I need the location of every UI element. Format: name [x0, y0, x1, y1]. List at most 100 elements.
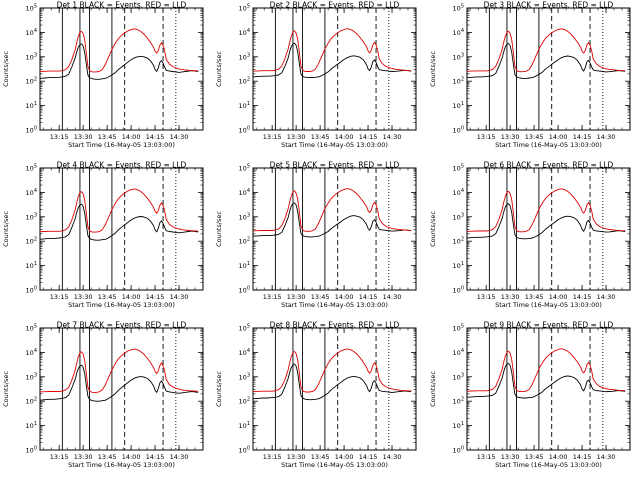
y-tick-label: 105: [239, 164, 250, 173]
x-tick-label: 13:45: [98, 293, 117, 301]
y-axis-label: Counts/sec: [2, 371, 10, 407]
x-tick-label: 13:15: [50, 293, 69, 301]
x-tick-label: 14:15: [359, 453, 378, 461]
x-tick-label: 14:00: [549, 453, 568, 461]
x-tick-label: 13:15: [50, 453, 69, 461]
y-axis-label: Counts/sec: [2, 211, 10, 247]
chart-title: Det 1 BLACK = Events, RED = LLD: [57, 1, 187, 10]
x-tick-label: 14:00: [122, 453, 141, 461]
x-tick-label: 14:00: [122, 133, 141, 141]
x-tick-label: 14:30: [383, 293, 402, 301]
y-tick-label: 102: [453, 237, 464, 246]
x-tick-label: 13:45: [525, 133, 544, 141]
x-axis-label: Start Time (16-May-05 13:03:00): [68, 141, 175, 149]
x-tick-label: 14:00: [335, 453, 354, 461]
events-series-line: [252, 363, 412, 401]
lld-series-line: [252, 28, 412, 72]
y-tick-label: 101: [239, 421, 250, 430]
y-axis-label: Counts/sec: [215, 211, 223, 247]
x-tick-label: 14:15: [359, 133, 378, 141]
y-tick-label: 101: [453, 101, 464, 110]
y-axis-label: Counts/sec: [429, 371, 437, 407]
y-tick-label: 100: [453, 126, 464, 135]
y-tick-label: 102: [453, 77, 464, 86]
x-tick-label: 14:30: [170, 133, 189, 141]
y-tick-label: 105: [26, 4, 37, 13]
x-tick-label: 13:30: [74, 133, 93, 141]
y-tick-label: 104: [453, 188, 464, 197]
y-tick-label: 100: [453, 286, 464, 295]
y-tick-label: 103: [26, 372, 37, 381]
y-tick-label: 103: [453, 372, 464, 381]
y-tick-label: 105: [239, 4, 250, 13]
x-tick-label: 14:15: [573, 453, 592, 461]
x-axis-label: Start Time (16-May-05 13:03:00): [495, 461, 602, 469]
plot-frame: [39, 327, 204, 451]
x-tick-label: 14:30: [597, 453, 616, 461]
plot-frame: [466, 7, 631, 131]
y-axis-label: Counts/sec: [429, 51, 437, 87]
chart-title: Det 4 BLACK = Events, RED = LLD: [57, 161, 187, 170]
x-tick-label: 13:30: [501, 293, 520, 301]
y-tick-label: 103: [26, 52, 37, 61]
chart-title: Det 6 BLACK = Events, RED = LLD: [484, 161, 614, 170]
y-tick-label: 103: [239, 372, 250, 381]
detector-panel-8: Det 8 BLACK = Events, RED = LLD Counts/se…: [215, 321, 417, 469]
detector-panel-6: Det 6 BLACK = Events, RED = LLD Counts/se…: [429, 161, 631, 309]
y-tick-label: 102: [26, 77, 37, 86]
y-tick-label: 102: [239, 397, 250, 406]
events-series-line: [466, 362, 626, 399]
x-tick-label: 13:15: [477, 133, 496, 141]
events-series-line: [252, 42, 412, 79]
y-tick-label: 100: [26, 286, 37, 295]
x-tick-label: 14:30: [597, 133, 616, 141]
y-tick-label: 100: [26, 446, 37, 455]
y-tick-label: 105: [453, 4, 464, 13]
y-tick-label: 100: [453, 446, 464, 455]
x-tick-label: 14:00: [335, 293, 354, 301]
y-tick-label: 105: [453, 164, 464, 173]
x-tick-label: 13:15: [263, 293, 282, 301]
y-tick-label: 100: [26, 126, 37, 135]
plot-frame: [252, 327, 417, 451]
events-series-line: [466, 203, 626, 240]
events-series-line: [252, 202, 412, 238]
detector-panel-9: Det 9 BLACK = Events, RED = LLD Counts/se…: [429, 321, 631, 469]
y-tick-label: 105: [26, 164, 37, 173]
y-tick-label: 103: [239, 212, 250, 221]
x-tick-label: 13:30: [501, 453, 520, 461]
y-tick-label: 105: [239, 324, 250, 333]
detector-panel-1: Det 1 BLACK = Events, RED = LLD Counts/se…: [2, 1, 204, 149]
y-tick-label: 105: [26, 324, 37, 333]
plot-frame: [39, 7, 204, 131]
y-tick-label: 101: [26, 261, 37, 270]
chart-title: Det 8 BLACK = Events, RED = LLD: [270, 321, 400, 330]
x-tick-label: 14:30: [597, 293, 616, 301]
x-tick-label: 13:15: [477, 293, 496, 301]
x-tick-label: 13:45: [98, 133, 117, 141]
x-tick-label: 13:45: [525, 293, 544, 301]
x-tick-label: 13:30: [501, 133, 520, 141]
chart-title: Det 7 BLACK = Events, RED = LLD: [57, 321, 187, 330]
y-tick-label: 101: [26, 421, 37, 430]
y-tick-label: 102: [239, 237, 250, 246]
lld-series-line: [39, 28, 199, 73]
x-tick-label: 14:00: [335, 133, 354, 141]
events-series-line: [39, 43, 199, 80]
lld-series-line: [39, 348, 199, 393]
x-tick-label: 13:15: [477, 453, 496, 461]
y-tick-label: 104: [239, 348, 250, 357]
y-tick-label: 104: [453, 348, 464, 357]
chart-title: Det 2 BLACK = Events, RED = LLD: [270, 1, 400, 10]
x-tick-label: 14:30: [383, 133, 402, 141]
x-tick-label: 13:45: [311, 293, 330, 301]
x-tick-label: 14:15: [573, 293, 592, 301]
y-tick-label: 104: [239, 28, 250, 37]
y-tick-label: 103: [26, 212, 37, 221]
x-tick-label: 14:15: [146, 293, 165, 301]
y-tick-label: 102: [26, 397, 37, 406]
y-tick-label: 104: [26, 28, 37, 37]
x-axis-label: Start Time (16-May-05 13:03:00): [495, 301, 602, 309]
events-series-line: [39, 203, 199, 241]
y-tick-label: 104: [26, 188, 37, 197]
